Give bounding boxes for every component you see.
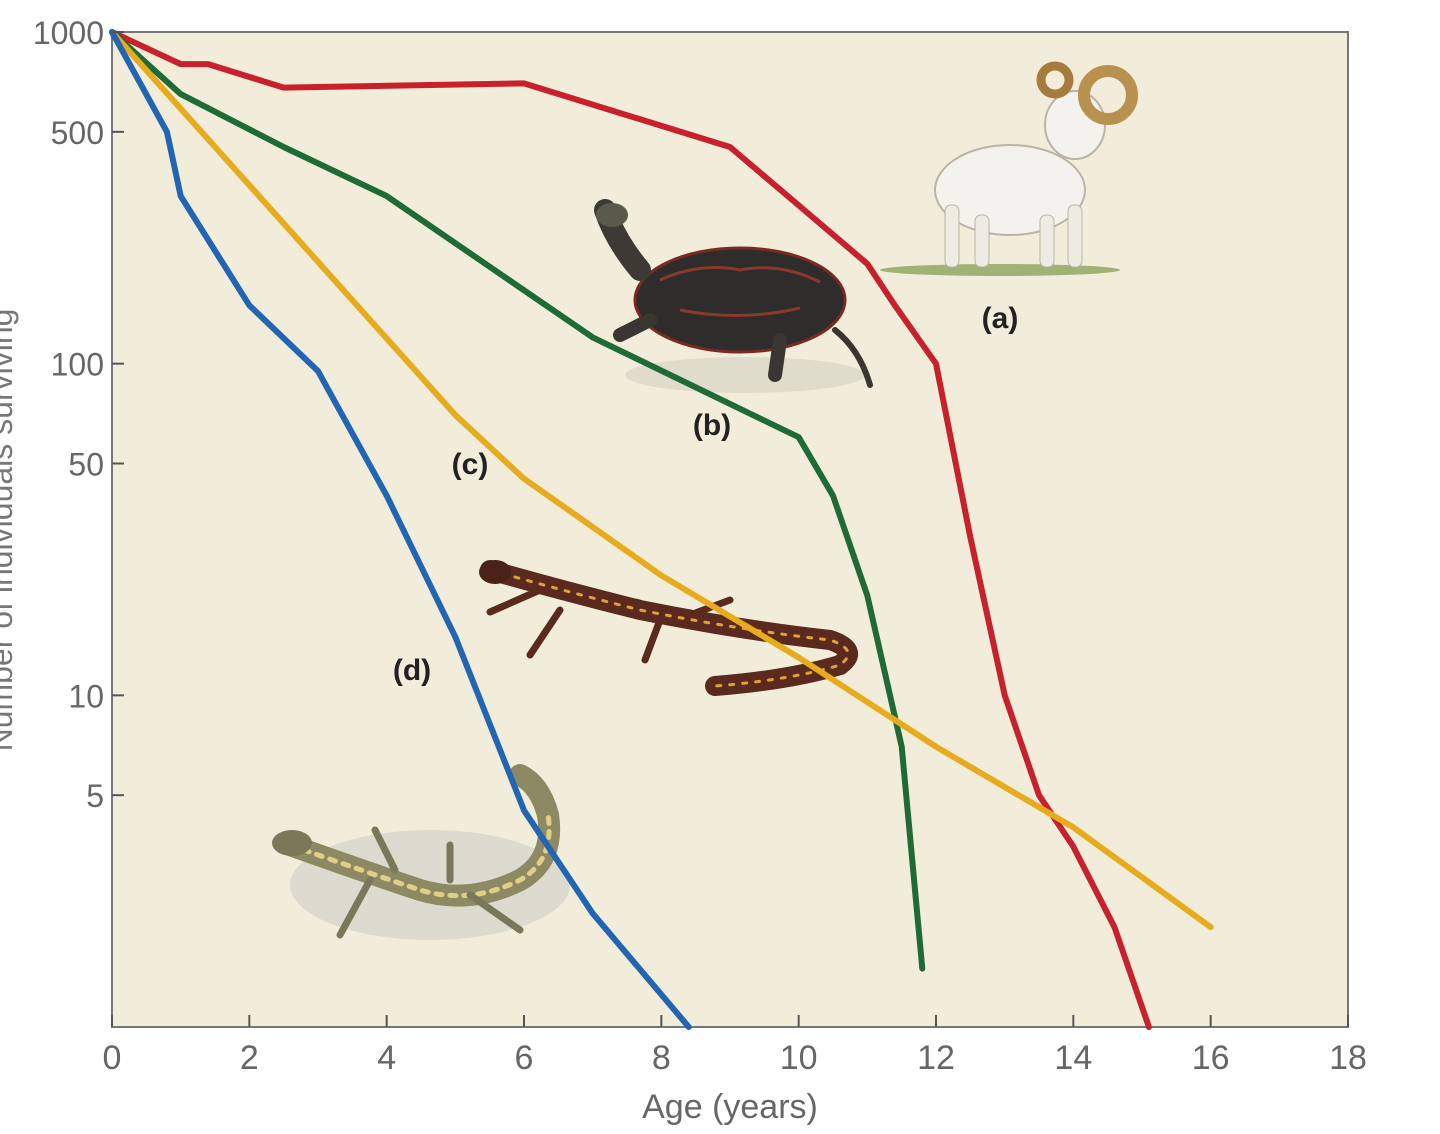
- x-tick-label: 8: [652, 1039, 671, 1077]
- x-tick-label: 16: [1192, 1039, 1230, 1077]
- x-axis-title: Age (years): [642, 1088, 818, 1126]
- lizard-illustration: [272, 764, 570, 940]
- series-label-a: (a): [982, 302, 1019, 335]
- x-tick-label: 0: [103, 1039, 122, 1077]
- y-tick-label: 1000: [33, 15, 104, 51]
- turtle-illustration: [594, 199, 873, 393]
- series-line-c: [109, 29, 1214, 931]
- x-tick-label: 6: [515, 1039, 534, 1077]
- x-tick-label: 18: [1329, 1039, 1367, 1077]
- ram-illustration: [880, 61, 1138, 276]
- x-tick-label: 14: [1054, 1039, 1092, 1077]
- y-tick-label: 50: [68, 447, 104, 483]
- x-tick-label: 10: [780, 1039, 818, 1077]
- y-tick-label: 10: [68, 678, 104, 714]
- x-tick-label: 2: [240, 1039, 259, 1077]
- series-line-d: [109, 29, 692, 1030]
- y-tick-label: 500: [51, 115, 104, 151]
- series-label-b: (b): [693, 409, 731, 442]
- y-tick-label: 100: [51, 347, 104, 383]
- series-line-b: [109, 29, 926, 972]
- series-label-d: (d): [393, 654, 431, 687]
- axis-layer: 0 2 4 6 8 10 12 14 16 18 1000 500 100 50 10 5 Age (years…: [0, 15, 1367, 1126]
- y-tick-label: 5: [86, 778, 104, 814]
- x-tick-label: 12: [917, 1039, 955, 1077]
- series-layer: [109, 29, 1214, 1030]
- series-line-a: [109, 29, 1152, 1030]
- x-tick-label: 4: [377, 1039, 396, 1077]
- y-axis-title: Number of individuals surviving: [0, 309, 19, 752]
- series-label-c: (c): [452, 448, 489, 481]
- label-layer: (a) (b) (c) (d): [393, 302, 1018, 687]
